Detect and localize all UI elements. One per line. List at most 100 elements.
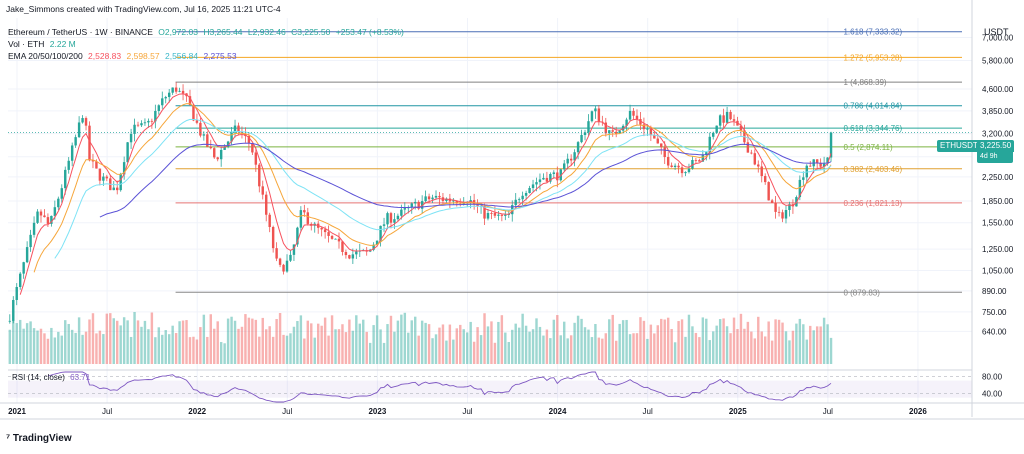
candle-body xyxy=(275,248,278,259)
volume-bar xyxy=(774,319,777,364)
candle-body xyxy=(323,229,327,233)
candle-body xyxy=(712,132,715,137)
volume-bar xyxy=(750,331,753,364)
volume-bar xyxy=(157,327,161,364)
volume-bar xyxy=(154,337,157,364)
volume-bar xyxy=(358,323,361,364)
candle-body xyxy=(618,130,621,134)
volume-bar xyxy=(829,337,833,364)
volume-bar xyxy=(271,336,275,364)
volume-bar xyxy=(472,341,476,364)
candle-body xyxy=(116,187,119,191)
candle-body xyxy=(240,131,244,134)
volume-bar xyxy=(202,314,206,364)
candle-body xyxy=(39,211,43,216)
price-tick-label: 3,850.00 xyxy=(982,107,1014,116)
volume-bar xyxy=(666,317,670,364)
volume-bar xyxy=(625,319,628,364)
volume-bar xyxy=(822,317,826,364)
candle-body xyxy=(29,234,32,248)
volume-bar xyxy=(656,325,659,364)
volume-bar xyxy=(403,312,407,364)
volume-bar xyxy=(407,332,410,364)
volume-bar xyxy=(226,318,230,364)
candle-body xyxy=(646,128,649,130)
candle-body xyxy=(258,164,261,187)
candle-body xyxy=(767,182,770,201)
ema100-line xyxy=(54,118,832,259)
candle-body xyxy=(403,208,407,210)
volume-bar xyxy=(122,317,126,364)
volume-bar xyxy=(81,334,84,364)
candle-body xyxy=(635,115,639,120)
candle-body xyxy=(524,192,528,196)
volume-bar xyxy=(310,323,313,364)
candle-body xyxy=(455,200,459,203)
candle-body xyxy=(81,118,84,123)
volume-bar xyxy=(84,331,88,364)
symbol-name: Ethereum / TetherUS · 1W · BINANCE xyxy=(8,27,153,37)
volume-bar xyxy=(219,342,223,364)
ema-label: EMA 20/50/100/200 xyxy=(8,51,83,61)
candle-body xyxy=(538,179,542,183)
candle-body xyxy=(320,227,323,230)
price-tick-label: 1,550.00 xyxy=(982,219,1014,228)
candle-body xyxy=(649,128,653,136)
volume-bar xyxy=(549,338,552,364)
volume-bar xyxy=(244,314,247,364)
candle-body xyxy=(178,90,181,92)
volume-bar xyxy=(569,335,573,364)
candle-body xyxy=(628,110,632,120)
volume-bar xyxy=(677,321,680,364)
volume-bar xyxy=(209,314,212,364)
ohlc-change: +253.47 (+8.53%) xyxy=(335,27,404,37)
candle-body xyxy=(393,219,396,223)
ohlc-low: L2,932.46 xyxy=(247,27,286,37)
candle-body xyxy=(583,132,587,135)
candle-body xyxy=(427,196,431,200)
volume-bar xyxy=(344,332,348,364)
candle-body xyxy=(282,264,285,272)
candle-body xyxy=(126,142,129,163)
volume-bar xyxy=(743,328,746,364)
volume-bar xyxy=(282,334,285,364)
volume-bar xyxy=(462,329,465,364)
volume-bar xyxy=(497,321,500,364)
volume-bar xyxy=(791,330,795,364)
volume-bar xyxy=(514,323,517,364)
candle-body xyxy=(372,244,375,250)
candle-body xyxy=(15,287,18,300)
candle-body xyxy=(167,92,171,98)
candle-body xyxy=(303,210,306,213)
candle-body xyxy=(566,158,569,164)
candle-body xyxy=(98,168,102,181)
candle-body xyxy=(261,186,264,195)
candle-body xyxy=(70,145,74,161)
rsi-tick-label: 80.00 xyxy=(982,372,1003,381)
rsi-label: RSI (14, close) xyxy=(12,373,65,382)
fib-level-label: 0 (879.83) xyxy=(843,288,880,297)
candle-body xyxy=(722,115,725,123)
candle-body xyxy=(136,124,140,126)
volume-bar xyxy=(275,319,278,364)
candle-body xyxy=(594,108,597,112)
candle-body xyxy=(757,164,760,167)
volume-bar xyxy=(646,338,649,364)
candle-body xyxy=(608,130,611,134)
candle-body xyxy=(809,165,812,167)
candle-body xyxy=(213,148,216,158)
candle-body xyxy=(67,160,70,170)
candle-body xyxy=(798,179,802,198)
rsi-band xyxy=(8,380,972,398)
volume-bar xyxy=(119,325,122,364)
volume-bar xyxy=(46,338,50,364)
candle-body xyxy=(545,177,549,182)
candle-body xyxy=(500,214,504,216)
volume-bar xyxy=(216,321,219,364)
candle-body xyxy=(729,111,732,120)
volume-bar xyxy=(299,315,303,364)
volume-bar xyxy=(511,329,514,364)
candle-body xyxy=(497,214,500,216)
candle-body xyxy=(684,172,687,174)
